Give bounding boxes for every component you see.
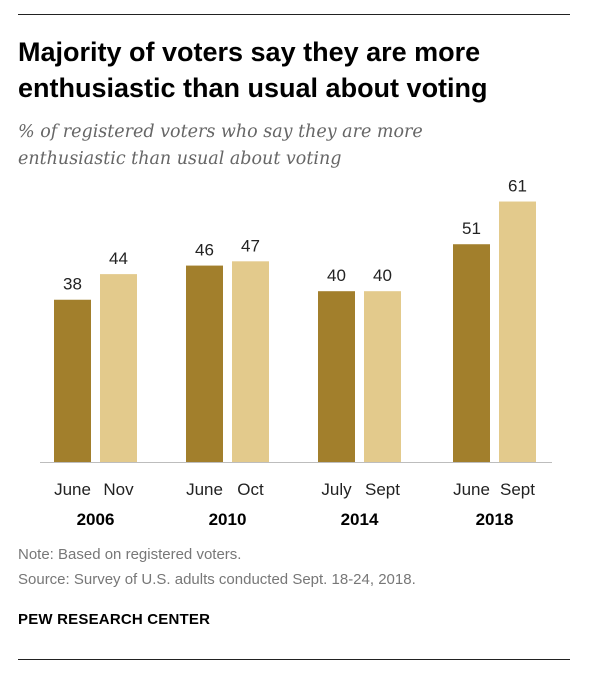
tick-label-2006-june: June xyxy=(54,480,91,499)
source-text: Source: Survey of U.S. adults conducted … xyxy=(18,571,416,588)
brand-logo-text: PEW RESEARCH CENTER xyxy=(18,611,211,628)
top-rule xyxy=(18,14,570,15)
year-label-2014: 2014 xyxy=(341,510,379,529)
value-label-2010-june: 46 xyxy=(195,241,214,260)
year-label-2018: 2018 xyxy=(476,510,514,529)
value-label-2010-oct: 47 xyxy=(241,236,260,255)
tick-label-2014-sept: Sept xyxy=(365,480,400,499)
tick-label-2018-sept: Sept xyxy=(500,480,535,499)
value-label-2006-nov: 44 xyxy=(109,249,128,268)
year-label-2006: 2006 xyxy=(77,510,115,529)
note-text: Note: Based on registered voters. xyxy=(18,546,242,563)
tick-label-2006-nov: Nov xyxy=(103,480,134,499)
value-label-2018-sept: 61 xyxy=(508,180,527,196)
bar-2006-nov xyxy=(100,274,137,462)
bar-chart: 38 June 44 Nov 2006 46 June 47 Oct 2010 40 July 40 Se… xyxy=(40,180,552,529)
value-label-2018-june: 51 xyxy=(462,219,481,238)
bar-2014-sept xyxy=(364,291,401,462)
year-label-2010: 2010 xyxy=(209,510,247,529)
value-label-2006-june: 38 xyxy=(63,275,82,294)
chart-subtitle: % of registered voters who say they are … xyxy=(18,119,578,173)
subtitle-line-1: % of registered voters who say they are … xyxy=(18,122,423,142)
chart-title: Majority of voters say they are more ent… xyxy=(18,34,578,106)
title-line-1: Majority of voters say they are more xyxy=(18,37,481,67)
tick-label-2010-oct: Oct xyxy=(237,480,264,499)
value-label-2014-july: 40 xyxy=(327,266,346,285)
bottom-rule xyxy=(18,659,570,660)
bar-2018-sept xyxy=(499,201,536,462)
value-label-2014-sept: 40 xyxy=(373,266,392,285)
bar-2010-june xyxy=(186,265,223,462)
bar-2018-june xyxy=(453,244,490,462)
bar-2006-june xyxy=(54,299,91,462)
bar-2014-july xyxy=(318,291,355,462)
tick-label-2010-june: June xyxy=(186,480,223,499)
title-line-2: enthusiastic than usual about voting xyxy=(18,73,488,103)
tick-label-2014-july: July xyxy=(321,480,352,499)
bar-2010-oct xyxy=(232,261,269,462)
subtitle-line-2: enthusiastic than usual about voting xyxy=(18,149,342,169)
tick-label-2018-june: June xyxy=(453,480,490,499)
